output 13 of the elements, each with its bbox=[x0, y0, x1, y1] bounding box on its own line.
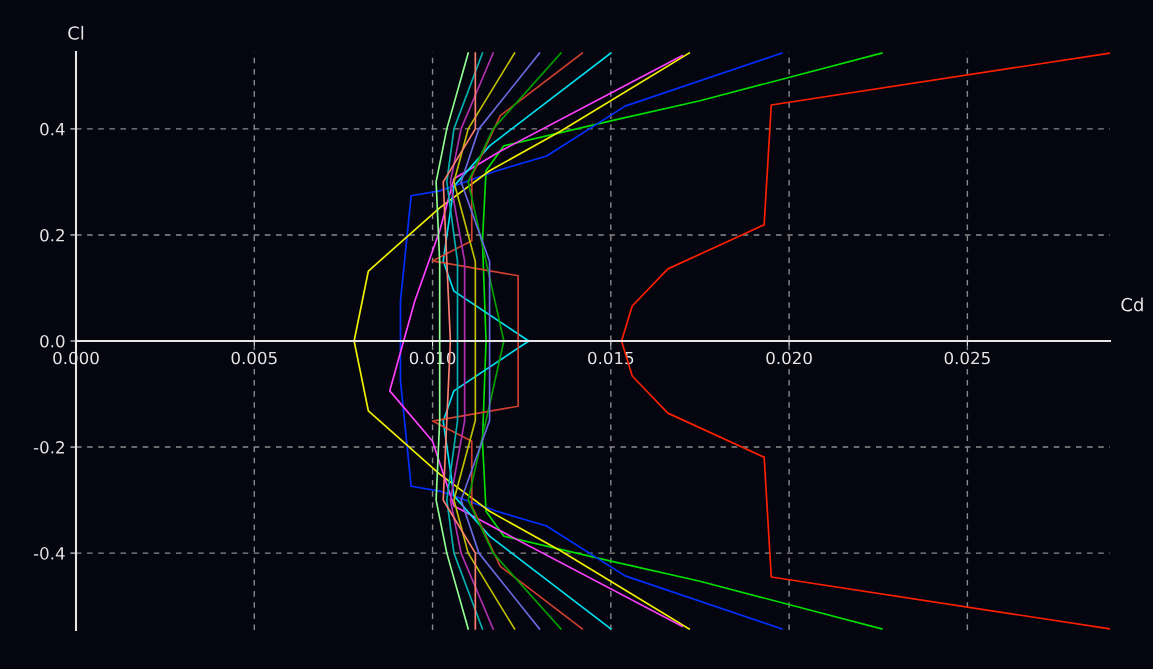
line-series bbox=[460, 52, 541, 630]
y-tick-label: 0.4 bbox=[40, 122, 65, 136]
line-series bbox=[481, 52, 883, 630]
x-tick-label: 0.020 bbox=[766, 351, 812, 365]
line-series bbox=[467, 52, 562, 630]
y-tick-label: -0.4 bbox=[33, 547, 65, 560]
x-tick-label: 0.005 bbox=[231, 351, 277, 365]
x-axis-title: Cd bbox=[1121, 297, 1143, 312]
y-tick-label: 0.2 bbox=[40, 228, 64, 242]
x-tick-label: 0.025 bbox=[944, 351, 990, 365]
y-tick-label: 0.0 bbox=[40, 334, 65, 348]
y-tick-label: -0.2 bbox=[33, 441, 64, 454]
y-axis-title: Cl bbox=[68, 25, 84, 40]
